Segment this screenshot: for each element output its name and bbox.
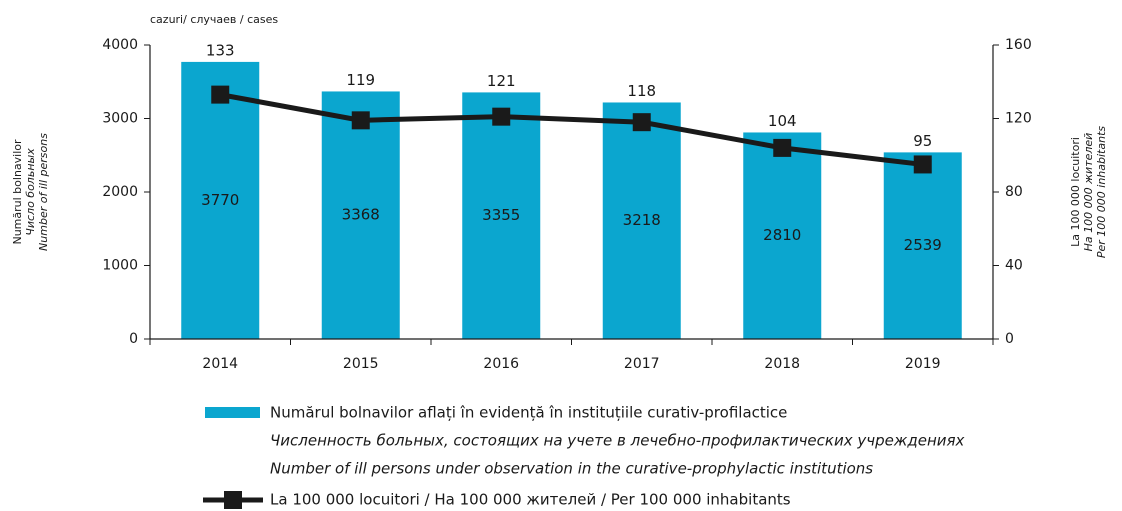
legend-label: La 100 000 locuitori / На 100 000 жителе…	[270, 491, 791, 509]
line-marker	[492, 107, 511, 126]
y2-tick-label: 120	[1005, 111, 1032, 127]
y-tick-label: 2000	[102, 184, 138, 200]
x-tick-label: 2017	[624, 356, 660, 372]
y2-tick-label: 0	[1005, 331, 1014, 347]
x-tick-label: 2015	[343, 356, 379, 372]
line-marker	[913, 155, 932, 174]
y-tick-label: 1000	[102, 258, 138, 274]
legend-label: Numărul bolnavilor aflați în evidență în…	[270, 404, 787, 422]
line-marker	[351, 111, 370, 130]
y-label-line: Number of ill persons	[37, 133, 50, 251]
x-tick-label: 2014	[202, 356, 238, 372]
line	[219, 92, 924, 167]
legend-label: Численность больных, состоящих на учете …	[270, 432, 965, 450]
y2-label-line: На 100 000 жителей	[1082, 133, 1095, 252]
bar	[883, 152, 962, 339]
line-value-label: 119	[346, 71, 375, 89]
y-label-line: Число больных	[24, 148, 37, 236]
legend-label: Number of ill persons under observation …	[270, 460, 873, 478]
x-tick-label: 2018	[764, 356, 800, 372]
y-tick-label: 4000	[102, 37, 138, 53]
bar	[602, 102, 681, 340]
y2-label-line: La 100 000 locuitori	[1069, 137, 1082, 247]
bar	[321, 91, 400, 340]
bar	[181, 61, 260, 339]
bar-value-label: 3368	[342, 206, 380, 224]
y-tick-label: 0	[129, 331, 138, 347]
legend-swatch	[205, 407, 260, 418]
line-marker	[773, 138, 792, 157]
y2-tick-label: 160	[1005, 37, 1032, 53]
bar-value-label: 3770	[201, 191, 239, 209]
legend-marker	[224, 491, 242, 509]
y2-label-line: Per 100 000 inhabitants	[1095, 126, 1108, 259]
y2-tick-label: 40	[1005, 258, 1023, 274]
unit-label: cazuri/ случаев / cases	[150, 13, 278, 26]
x-tick-label: 2016	[483, 356, 519, 372]
line-marker	[632, 113, 651, 132]
y-tick-label: 3000	[102, 111, 138, 127]
bar	[462, 92, 541, 339]
y-label-line: Numărul bolnavilor	[11, 139, 24, 245]
x-tick-label: 2019	[905, 356, 941, 372]
line-value-label: 95	[913, 132, 932, 150]
y-label: Numărul bolnavilor Число больных Number …	[11, 133, 50, 251]
line-marker	[211, 85, 230, 104]
bar-value-label: 2539	[904, 236, 942, 254]
y2-tick-label: 80	[1005, 184, 1023, 200]
bar-value-label: 2810	[763, 226, 801, 244]
bar-value-label: 3218	[623, 211, 661, 229]
line-value-label: 121	[487, 72, 516, 90]
bar	[743, 132, 822, 339]
line-value-label: 133	[206, 41, 235, 59]
y2-label: La 100 000 locuitori На 100 000 жителей …	[1069, 126, 1108, 259]
line-value-label: 104	[768, 112, 797, 130]
line-value-label: 118	[627, 82, 656, 100]
bar-value-label: 3355	[482, 206, 520, 224]
